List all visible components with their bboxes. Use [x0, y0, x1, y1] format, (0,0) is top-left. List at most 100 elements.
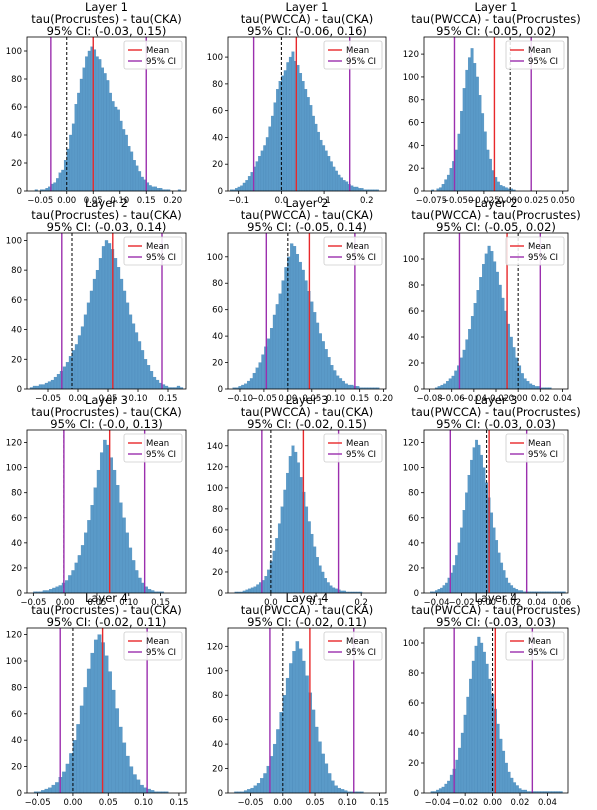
panel-title-line: 95% CI: (-0.05, 0.02): [436, 24, 556, 38]
y-tick-label: 40: [11, 539, 22, 549]
histogram-bar: [99, 452, 104, 594]
panel-title-line: tau(PWCCA) - tau(CKA): [241, 603, 374, 617]
histogram-bar: [324, 150, 328, 192]
histogram-bar: [443, 383, 447, 390]
histogram-bar: [79, 78, 83, 192]
histogram-bar: [288, 456, 292, 594]
panel-title-line: tau(PWCCA) - tau(CKA): [241, 405, 374, 419]
x-tick-label: −0.04: [423, 598, 449, 608]
legend-label: 95% CI: [528, 57, 558, 67]
histogram-bar: [260, 778, 264, 794]
histogram-bar: [520, 373, 524, 390]
histogram-bar: [509, 336, 513, 390]
histogram-bar: [143, 359, 148, 390]
histogram-bar: [267, 338, 271, 390]
histogram-bar: [502, 186, 506, 192]
histogram-bar: [518, 788, 522, 794]
y-tick-label: 20: [408, 564, 419, 574]
histogram-bar: [164, 385, 169, 390]
histogram-bar: [315, 322, 320, 390]
histogram-bar: [314, 726, 319, 794]
y-tick-label: 20: [408, 164, 419, 174]
y-tick-label: 40: [408, 141, 419, 151]
histogram-bar: [475, 439, 478, 594]
histogram-bar: [454, 149, 458, 192]
histogram-bar: [444, 783, 448, 794]
histogram-bar: [295, 254, 300, 390]
histogram-bar: [301, 81, 305, 192]
histogram-bar: [512, 782, 517, 794]
axes-frame: [26, 627, 187, 794]
panel-title-line: Layer 4: [285, 591, 328, 605]
x-tick-label: 0.05: [99, 394, 118, 404]
histogram-bar: [452, 565, 456, 594]
histogram-bar: [284, 267, 288, 390]
legend-box: [323, 236, 383, 266]
y-tick-label: 120: [207, 642, 223, 652]
y-tick-label: 40: [408, 539, 419, 549]
histogram-bar: [467, 57, 471, 192]
histogram-bar: [283, 489, 287, 594]
panel-title-line: Layer 3: [285, 393, 328, 407]
y-tick-label: 40: [408, 729, 419, 739]
histogram-bar: [512, 347, 516, 390]
histogram-bar: [92, 278, 97, 390]
y-tick-label: 100: [6, 657, 22, 667]
panel-title-line: tau(Procrustes) - tau(CKA): [31, 405, 181, 419]
y-tick-label: 80: [212, 80, 223, 90]
y-tick-label: 60: [212, 306, 223, 316]
histogram-bar: [107, 243, 112, 390]
histogram-bar: [250, 587, 254, 594]
histogram-bar: [291, 51, 295, 192]
y-tick-label: 0: [414, 385, 419, 395]
histogram-bar: [247, 789, 251, 794]
histogram-bar: [350, 384, 354, 390]
y-tick-label: 20: [11, 159, 22, 169]
histogram-bar: [258, 362, 262, 390]
histogram-bar: [440, 384, 444, 390]
histogram-bar: [337, 787, 342, 794]
y-tick-label: 0: [218, 385, 223, 395]
y-tick-label: 120: [403, 50, 419, 60]
legend-label: Mean: [528, 242, 551, 252]
histogram-bar: [112, 469, 117, 594]
histogram-bar: [298, 261, 302, 390]
x-tick-label: −0.02: [452, 798, 478, 808]
histogram-bar: [74, 344, 79, 390]
histogram-bar: [90, 505, 94, 594]
histogram-bar: [473, 303, 477, 390]
x-tick-label: 0.04: [538, 798, 557, 808]
panel-title-line: Layer 3: [85, 393, 128, 407]
histogram-bar: [275, 304, 279, 390]
histogram-bar: [501, 297, 505, 390]
histogram-bar: [462, 349, 466, 390]
histogram-bar: [240, 185, 244, 192]
histogram-bar: [255, 161, 259, 192]
histogram-bar: [504, 187, 508, 192]
legend-label: 95% CI: [346, 57, 376, 67]
x-tick-label: 0.050: [551, 196, 575, 206]
histogram-bar: [470, 48, 474, 192]
histogram-bar: [332, 587, 336, 594]
histogram-bar: [278, 293, 282, 390]
legend-label: Mean: [146, 637, 169, 647]
histogram-bar: [496, 181, 500, 192]
y-tick-label: 100: [6, 464, 22, 474]
histogram-bar: [44, 382, 49, 390]
histogram-bar: [118, 726, 123, 794]
histogram-bar: [122, 290, 127, 390]
histogram-bar: [134, 570, 139, 594]
histogram-bar: [104, 655, 109, 794]
x-tick-label: 0.02: [531, 394, 550, 404]
histogram-bar: [80, 545, 85, 594]
histogram-bar: [154, 186, 157, 192]
y-tick-label: 100: [207, 484, 223, 494]
histogram-bar: [487, 245, 491, 390]
histogram-bar: [65, 763, 70, 794]
histogram-bar: [264, 576, 268, 594]
y-tick-label: 120: [6, 631, 22, 641]
